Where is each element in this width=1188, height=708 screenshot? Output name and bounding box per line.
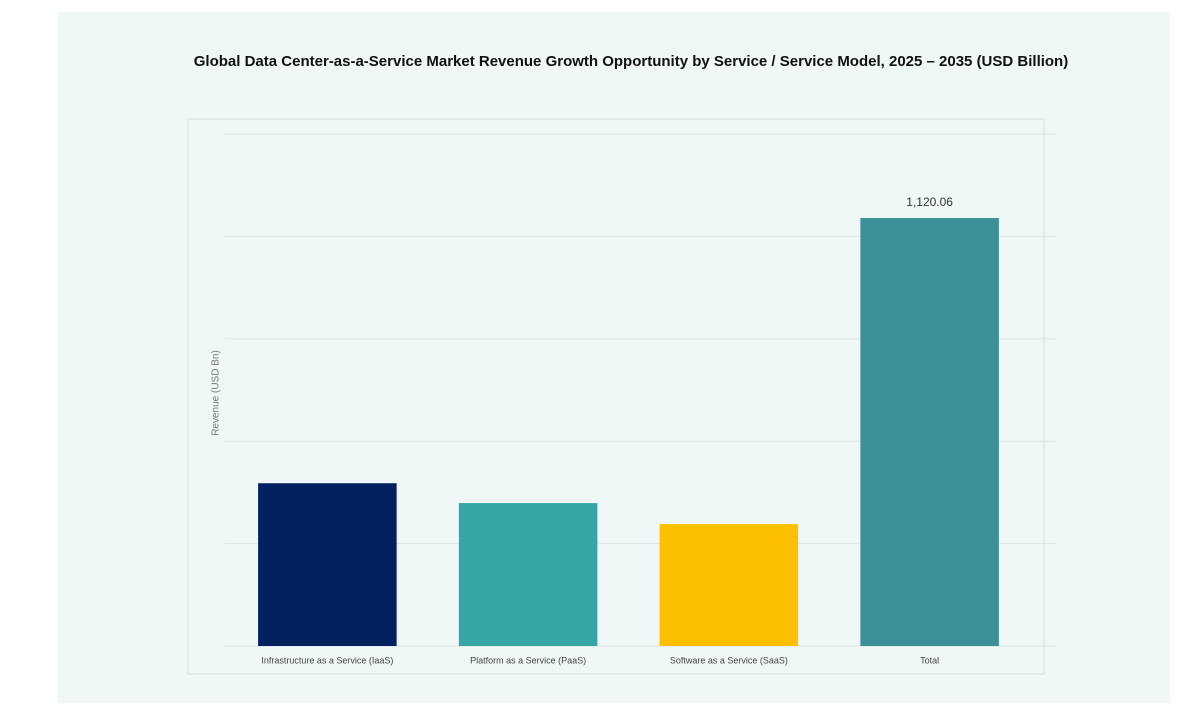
y-axis-label: Revenue (USD Bn) (211, 350, 222, 436)
panel (58, 12, 1170, 703)
bar (860, 218, 999, 646)
x-tick-label: Infrastructure as a Service (IaaS) (261, 655, 393, 665)
x-tick-label: Software as a Service (SaaS) (670, 655, 788, 665)
bar (458, 503, 598, 646)
bar (659, 524, 799, 646)
data-label: 1,120.06 (906, 195, 953, 209)
plot-frame (187, 118, 1045, 675)
chart-title: Global Data Center-as-a-Service Market R… (194, 53, 1068, 70)
x-tick-label: Total (920, 655, 939, 665)
x-tick-label: Platform as a Service (PaaS) (470, 655, 586, 665)
bar (258, 483, 397, 646)
